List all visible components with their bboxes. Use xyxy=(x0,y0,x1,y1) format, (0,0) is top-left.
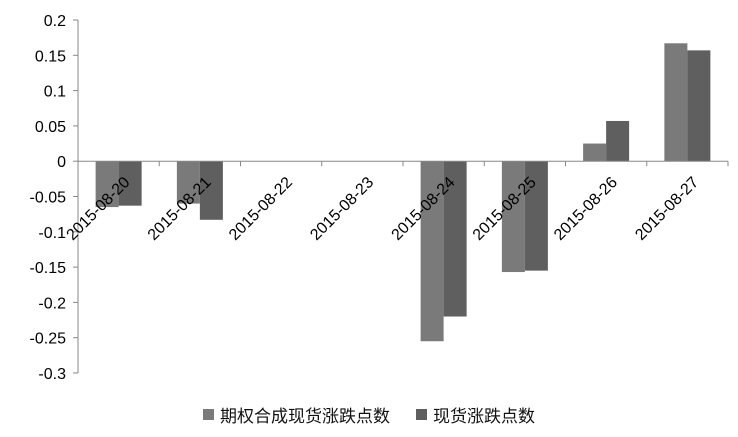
category-label: 2015-08-23 xyxy=(307,174,377,244)
legend-item-series-2: 现货涨跌点数 xyxy=(416,402,535,427)
bar-series-2-2015-08-25 xyxy=(524,161,548,271)
y-tick-label: -0.2 xyxy=(38,295,66,312)
y-tick-label: 0.1 xyxy=(44,84,66,101)
bar-series-1-2015-08-21 xyxy=(176,161,200,204)
y-tick-label: -0.25 xyxy=(30,331,67,348)
legend-label-series-1: 期权合成现货涨跌点数 xyxy=(220,406,390,427)
x-axis xyxy=(77,160,729,167)
bar-series-2-2015-08-20 xyxy=(118,161,142,206)
legend: 期权合成现货涨跌点数 现货涨跌点数 xyxy=(0,401,738,427)
category-label: 2015-08-22 xyxy=(226,174,296,244)
y-tick-label: -0.05 xyxy=(30,190,67,207)
y-tick-label: 0.15 xyxy=(35,48,66,65)
legend-swatch-series-1 xyxy=(203,408,214,420)
bar-series-2-2015-08-24 xyxy=(443,161,467,317)
legend-swatch-series-2 xyxy=(416,408,427,420)
y-tick-label: 0 xyxy=(57,154,66,171)
bars xyxy=(95,43,711,342)
y-tick-label: 0.2 xyxy=(44,13,66,30)
legend-item-series-1: 期权合成现货涨跌点数 xyxy=(203,402,390,427)
y-tick-label: -0.3 xyxy=(38,366,66,383)
category-labels: 2015-08-20 2015-08-21 2015-08-22 2015-08-23… xyxy=(64,174,703,244)
bar-series-1-2015-08-24 xyxy=(420,161,444,342)
bar-series-1-2015-08-27 xyxy=(664,43,688,162)
bar-series-2-2015-08-21 xyxy=(199,161,223,220)
bar-series-1-2015-08-26 xyxy=(583,143,607,162)
legend-label-series-2: 现货涨跌点数 xyxy=(433,406,535,427)
y-tick-label: -0.15 xyxy=(30,260,67,277)
category-label: 2015-08-27 xyxy=(632,174,702,244)
bar-series-2-2015-08-27 xyxy=(687,50,711,162)
bar-series-1-2015-08-20 xyxy=(95,161,119,208)
category-label: 2015-08-26 xyxy=(551,174,621,244)
bar-series-2-2015-08-26 xyxy=(606,120,630,162)
bar-chart: 0.2 0.15 0.1 0.05 0 -0.05 -0.1 -0.15 -0.2 -0.25 -0… xyxy=(30,13,729,383)
y-axis: 0.2 0.15 0.1 0.05 0 -0.05 -0.1 -0.15 -0.2 -0.25 -0… xyxy=(30,13,79,383)
y-tick-label: -0.1 xyxy=(38,225,66,242)
y-tick-label: 0.05 xyxy=(35,119,66,136)
bar-series-1-2015-08-25 xyxy=(501,161,525,273)
